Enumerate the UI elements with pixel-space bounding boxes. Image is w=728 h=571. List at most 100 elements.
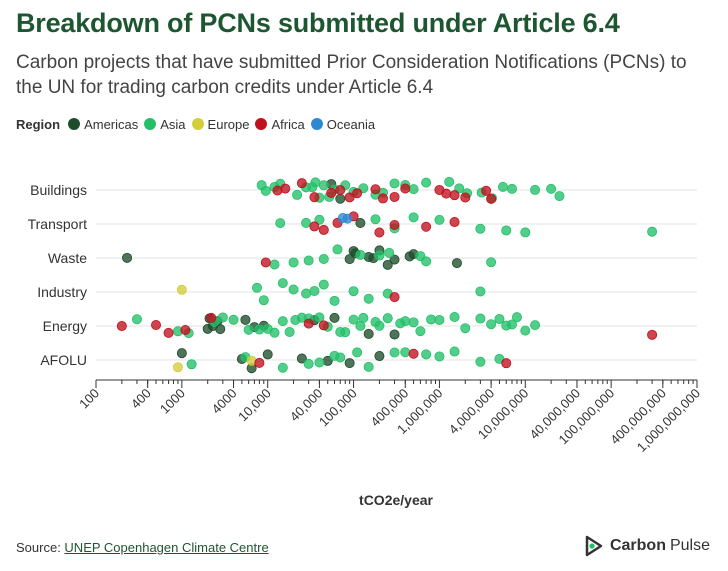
point-asia[interactable]	[318, 253, 329, 264]
point-americas[interactable]	[262, 349, 273, 360]
point-asia[interactable]	[348, 286, 359, 297]
point-americas[interactable]	[176, 348, 187, 359]
point-africa[interactable]	[326, 187, 337, 198]
point-americas[interactable]	[389, 329, 400, 340]
point-asia[interactable]	[217, 312, 228, 323]
point-africa[interactable]	[421, 221, 432, 232]
point-asia[interactable]	[506, 183, 517, 194]
point-asia[interactable]	[449, 346, 460, 357]
point-asia[interactable]	[363, 293, 374, 304]
point-asia[interactable]	[318, 180, 329, 191]
legend-item-asia[interactable]: Asia	[144, 117, 186, 132]
point-africa[interactable]	[309, 221, 320, 232]
point-asia[interactable]	[269, 327, 280, 338]
point-africa[interactable]	[408, 348, 419, 359]
point-asia[interactable]	[301, 217, 312, 228]
legend-item-oceania[interactable]: Oceania	[310, 117, 375, 132]
point-asia[interactable]	[303, 358, 314, 369]
point-africa[interactable]	[116, 321, 127, 332]
legend-item-europe[interactable]: Europe	[191, 117, 249, 132]
point-africa[interactable]	[374, 227, 385, 238]
point-asia[interactable]	[434, 351, 445, 362]
point-asia[interactable]	[384, 247, 395, 258]
point-asia[interactable]	[277, 316, 288, 327]
point-asia[interactable]	[415, 326, 426, 337]
point-asia[interactable]	[408, 317, 419, 328]
point-africa[interactable]	[254, 357, 265, 368]
point-asia[interactable]	[260, 185, 271, 196]
point-asia[interactable]	[460, 323, 471, 334]
point-asia[interactable]	[370, 214, 381, 225]
point-asia[interactable]	[382, 313, 393, 324]
point-asia[interactable]	[329, 295, 340, 306]
point-africa[interactable]	[309, 192, 320, 203]
point-asia[interactable]	[301, 288, 312, 299]
point-americas[interactable]	[329, 312, 340, 323]
point-asia[interactable]	[421, 177, 432, 188]
point-asia[interactable]	[421, 256, 432, 267]
point-africa[interactable]	[441, 188, 452, 199]
point-asia[interactable]	[348, 314, 359, 325]
point-asia[interactable]	[421, 349, 432, 360]
point-asia[interactable]	[277, 278, 288, 289]
point-asia[interactable]	[408, 212, 419, 223]
point-asia[interactable]	[309, 285, 320, 296]
point-asia[interactable]	[340, 327, 351, 338]
source-link[interactable]: UNEP Copenhagen Climate Centre	[64, 540, 269, 555]
point-oceania[interactable]	[342, 213, 353, 224]
point-asia[interactable]	[314, 214, 325, 225]
point-americas[interactable]	[240, 314, 251, 325]
point-asia[interactable]	[332, 244, 343, 255]
point-asia[interactable]	[501, 225, 512, 236]
point-africa[interactable]	[481, 185, 492, 196]
point-asia[interactable]	[546, 183, 557, 194]
point-asia[interactable]	[511, 312, 522, 323]
point-asia[interactable]	[310, 177, 321, 188]
point-asia[interactable]	[494, 313, 505, 324]
point-asia[interactable]	[363, 361, 374, 372]
point-africa[interactable]	[163, 327, 174, 338]
point-americas[interactable]	[296, 353, 307, 364]
point-asia[interactable]	[434, 314, 445, 325]
point-africa[interactable]	[449, 217, 460, 228]
point-asia[interactable]	[475, 356, 486, 367]
point-asia[interactable]	[352, 347, 363, 358]
point-asia[interactable]	[497, 181, 508, 192]
point-asia[interactable]	[251, 282, 262, 293]
point-asia[interactable]	[269, 259, 280, 270]
point-africa[interactable]	[344, 192, 355, 203]
point-asia[interactable]	[277, 362, 288, 373]
point-asia[interactable]	[374, 250, 385, 261]
point-asia[interactable]	[426, 314, 437, 325]
point-asia[interactable]	[131, 314, 142, 325]
point-africa[interactable]	[151, 319, 162, 330]
point-asia[interactable]	[288, 257, 299, 268]
point-africa[interactable]	[389, 292, 400, 303]
legend-item-africa[interactable]: Africa	[255, 117, 305, 132]
point-americas[interactable]	[335, 193, 346, 204]
point-africa[interactable]	[296, 178, 307, 189]
legend-item-americas[interactable]: Americas	[68, 117, 138, 132]
point-asia[interactable]	[486, 319, 497, 330]
point-africa[interactable]	[647, 329, 658, 340]
point-asia[interactable]	[389, 347, 400, 358]
point-africa[interactable]	[486, 193, 497, 204]
point-asia[interactable]	[530, 320, 541, 331]
point-africa[interactable]	[180, 324, 191, 335]
point-europe[interactable]	[176, 284, 187, 295]
point-americas[interactable]	[374, 351, 385, 362]
point-asia[interactable]	[647, 226, 658, 237]
point-africa[interactable]	[389, 219, 400, 230]
point-africa[interactable]	[260, 257, 271, 268]
point-africa[interactable]	[335, 184, 346, 195]
point-asia[interactable]	[284, 326, 295, 337]
point-africa[interactable]	[318, 320, 329, 331]
point-asia[interactable]	[400, 316, 411, 327]
point-asia[interactable]	[434, 214, 445, 225]
point-asia[interactable]	[506, 319, 517, 330]
point-asia[interactable]	[554, 191, 565, 202]
point-africa[interactable]	[318, 224, 329, 235]
point-asia[interactable]	[303, 255, 314, 266]
point-asia[interactable]	[389, 178, 400, 189]
point-africa[interactable]	[280, 183, 291, 194]
